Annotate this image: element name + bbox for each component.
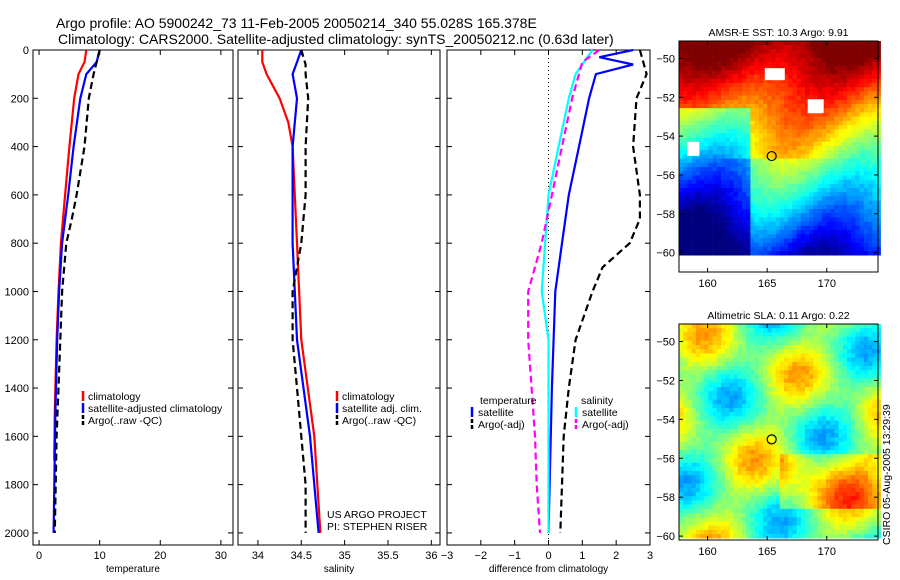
map-cells [679,41,881,256]
sla-map: Altimetric SLA: 0.11 Argo: 0.22 −50 −52 −54… [656,310,881,558]
axes-frame [237,49,441,546]
x-tick-label: 36 [425,550,437,562]
legend-label: climatology [342,391,395,403]
profile-panel-1: 0 10 20 30 0 200 400 600 800 1000 1200 1400 1600 1800… [5,45,234,575]
series-line-temperature-satellite [547,48,634,533]
project-annotation: US ARGO PROJECT [327,509,427,521]
legend-label: Argo(-adj) [478,419,525,431]
y-tick-label: 200 [11,93,29,105]
figure-title-line2: Climatology: CARS2000. Satellite-adjuste… [58,31,614,47]
x-tick-label: 1 [579,550,585,562]
x-tick-label: 10 [94,550,106,562]
series-line-temperature-argo-adj- [559,49,648,533]
legend-label: satellite [478,407,514,419]
profile-panel-2: 34 34.5 35 35.5 36 salinity climatologysatelli… [237,49,441,575]
legend-label: satellite [582,407,618,419]
legend-label: Argo(..raw -QC) [342,415,416,427]
lon-tick-label: 165 [758,278,776,290]
legend-label: Argo(..raw -QC) [88,415,162,427]
figure-title-line1: Argo profile: AO 5900242_73 11-Feb-2005 … [56,15,537,31]
map-frame [678,323,879,541]
series-line-satellite-adjusted-climatology [52,49,101,533]
y-tick-label: 0 [23,45,29,57]
lat-tick-label: −54 [656,414,675,426]
map-title: AMSR-E SST: 10.3 Argo: 9.91 [708,27,848,39]
x-tick-label: 35 [339,550,351,562]
lon-tick-label: 160 [698,278,716,290]
x-tick-label: 0 [36,550,42,562]
series-line-satellite-adj-clim- [291,49,320,533]
argo-location-marker [766,434,777,445]
x-tick-label: −2 [475,550,488,562]
legend-label: Argo(-adj) [582,419,629,431]
map-title: Altimetric SLA: 0.11 Argo: 0.22 [707,310,849,322]
side-stamp: CSIRO 05-Aug-2005 13:29:39 [881,404,893,545]
missing-data-patch [807,99,824,114]
legend-label: satellite adj. clim. [342,403,422,415]
x-tick-label: 30 [215,550,227,562]
legend-label: satellite-adjusted climatology [88,403,223,415]
y-tick-label: 400 [11,142,29,154]
lat-tick-label: −54 [656,131,675,143]
map-frame [678,40,879,273]
x-tick-label: 2 [613,550,619,562]
lat-tick-label: −56 [656,453,675,465]
lat-tick-label: −50 [656,53,675,65]
x-axis-label: salinity [324,564,355,575]
x-axis-label: temperature [106,564,160,575]
lat-tick-label: −50 [656,337,675,349]
x-tick-label: −3 [441,550,454,562]
x-tick-label: 3 [647,550,653,562]
y-tick-label: 1800 [5,480,29,492]
series-line-climatology [261,50,322,533]
lon-tick-label: 165 [758,546,776,558]
lat-tick-label: −52 [656,375,675,387]
map-cells [679,324,881,539]
x-tick-label: 20 [154,550,166,562]
x-tick-label: 0 [545,550,551,562]
y-tick-label: 600 [11,190,29,202]
lat-tick-label: −58 [656,209,675,221]
missing-data-patch [764,68,785,81]
lon-tick-label: 170 [818,278,836,290]
x-axis-label: difference from climatology [489,564,608,575]
series-line-salinity-argo-adj- [527,49,600,533]
missing-data-patch [687,141,700,156]
legend: temperature salinitysatelliteArgo(-adj)sa… [470,395,629,431]
series-line-argo-raw-qc- [53,49,101,533]
x-tick-label: 35.5 [377,550,398,562]
lat-tick-label: −60 [656,248,675,260]
x-tick-label: −1 [508,550,521,562]
lat-tick-label: −58 [656,492,675,504]
y-tick-label: 800 [11,238,29,250]
lat-tick-label: −56 [656,170,675,182]
argo-location-marker [766,150,777,162]
y-tick-label: 1600 [5,431,29,443]
y-tick-label: 1200 [5,335,29,347]
lon-tick-label: 170 [818,546,836,558]
legend-header-salinity: salinity [581,395,614,407]
y-tick-label: 2000 [5,528,29,540]
legend-label: climatology [88,391,141,403]
axes-frame [32,49,234,546]
y-tick-label: 1400 [5,383,29,395]
sst-map: AMSR-E SST: 10.3 Argo: 9.91 −50 −52 −54 −56 −… [656,27,881,290]
lon-tick-label: 160 [698,546,716,558]
x-tick-label: 34.5 [291,550,312,562]
x-tick-label: 34 [252,550,264,562]
y-tick-label: 1000 [5,286,29,298]
lat-tick-label: −60 [656,531,675,543]
profile-panel-3: −3 −2 −1 0 1 2 3 difference from climatology tem… [441,48,653,575]
project-annotation: PI: STEPHEN RISER [327,521,428,533]
legend-header-temperature: temperature [480,395,537,407]
series-line-argo-raw-qc- [291,49,310,533]
series-line-salinity-satellite [540,49,594,533]
lat-tick-label: −52 [656,92,675,104]
